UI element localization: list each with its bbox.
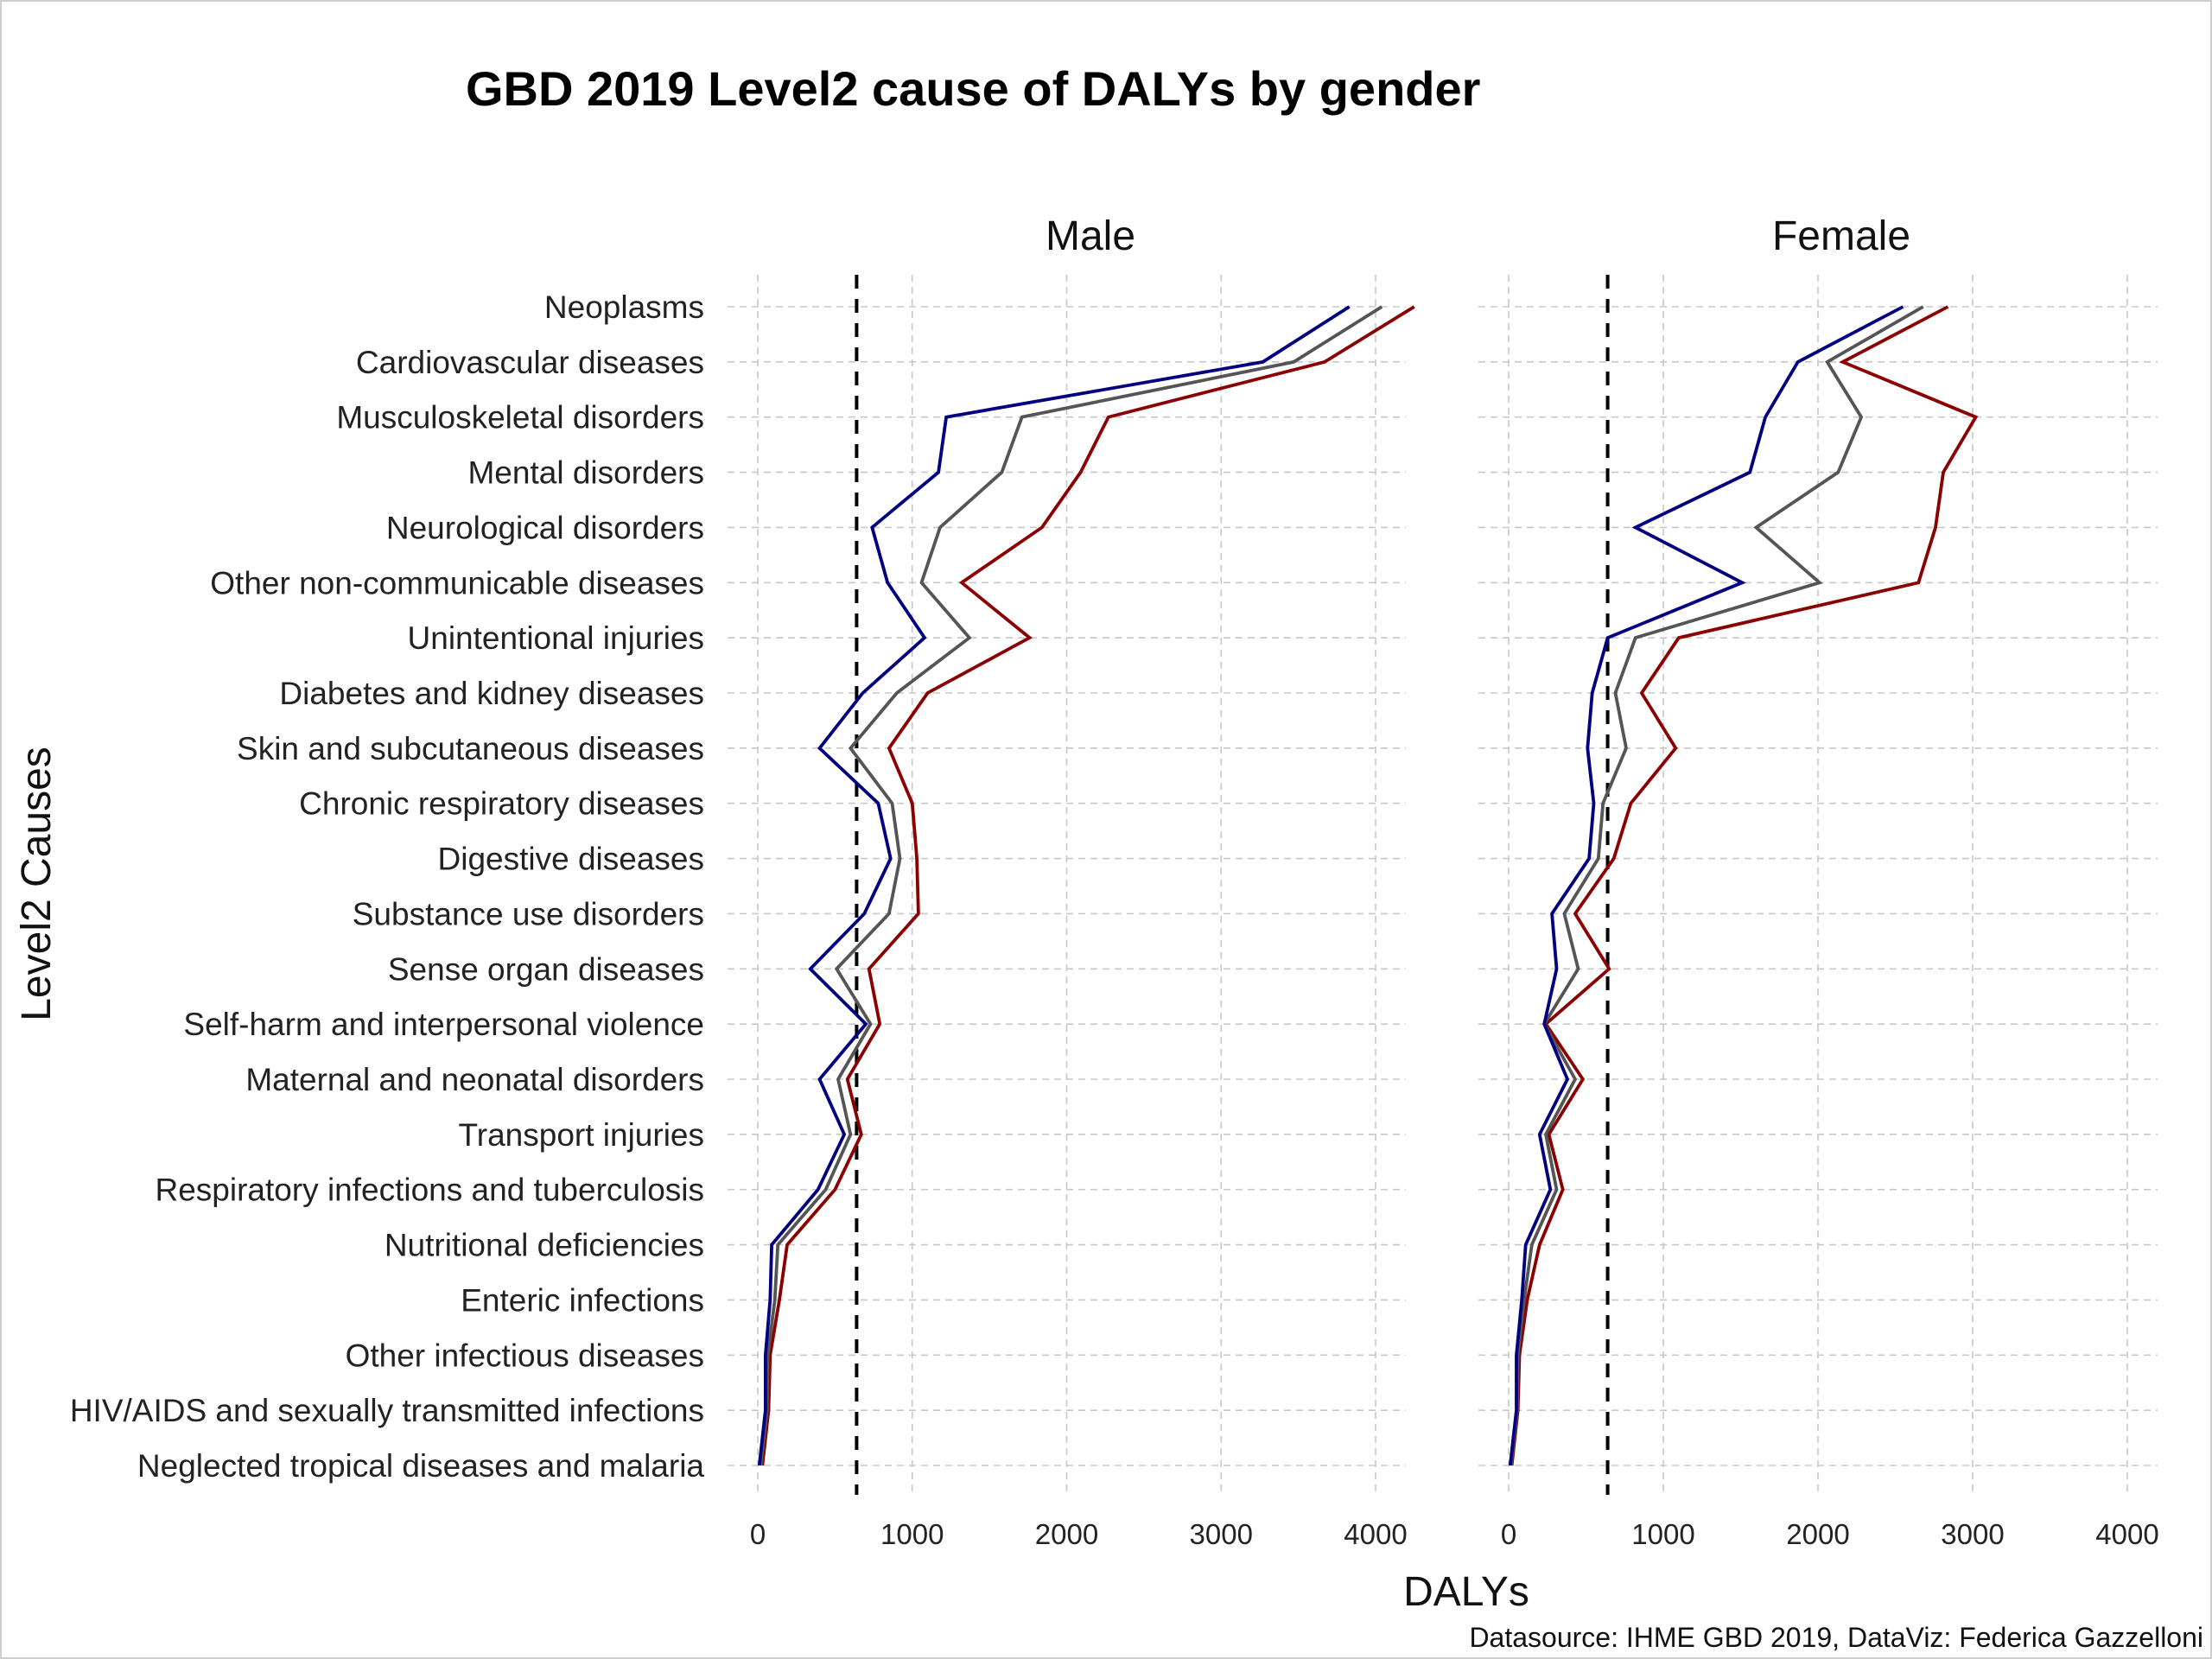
y-tick-label: Other non-communicable diseases xyxy=(210,565,704,601)
x-tick-label: 3000 xyxy=(1941,1518,2004,1550)
x-tick-label: 4000 xyxy=(1344,1518,1407,1550)
chart-caption: Datasource: IHME GBD 2019, DataViz: Fede… xyxy=(1469,1622,2203,1653)
x-tick-label: 2000 xyxy=(1786,1518,1849,1550)
series-line xyxy=(1509,305,1924,1466)
y-tick-label: Digestive diseases xyxy=(438,842,704,877)
x-tick-label: 0 xyxy=(750,1518,766,1550)
y-tick-label: Transport injuries xyxy=(459,1117,704,1153)
y-tick-label: Substance use disorders xyxy=(353,896,704,931)
y-tick-label: Enteric infections xyxy=(461,1282,704,1318)
y-tick-label: Sense organ diseases xyxy=(388,951,704,987)
x-tick-label: 2000 xyxy=(1035,1518,1098,1550)
x-tick-label: 3000 xyxy=(1190,1518,1253,1550)
series-line xyxy=(760,305,1415,1466)
y-tick-label: Neoplasms xyxy=(544,289,704,325)
x-tick-label: 1000 xyxy=(880,1518,944,1550)
y-tick-label: Diabetes and kidney diseases xyxy=(279,676,704,711)
x-tick-label: 4000 xyxy=(2095,1518,2158,1550)
y-tick-label: Other infectious diseases xyxy=(346,1338,704,1373)
x-tick-label: 0 xyxy=(1501,1518,1516,1550)
x-axis-title: DALYs xyxy=(1403,1569,1529,1615)
y-tick-label: Unintentional injuries xyxy=(408,620,704,656)
y-tick-label: Mental disorders xyxy=(467,455,704,491)
panel-strip-label: Female xyxy=(1772,213,1910,259)
series-line xyxy=(1508,305,1904,1466)
y-axis-title: Level2 Causes xyxy=(14,747,60,1021)
y-tick-label: HIV/AIDS and sexually transmitted infect… xyxy=(70,1393,704,1428)
series-line xyxy=(759,305,1383,1466)
y-tick-label: Neurological disorders xyxy=(386,510,704,545)
y-tick-label: Self-harm and interpersonal violence xyxy=(183,1007,704,1042)
x-tick-label: 1000 xyxy=(1631,1518,1694,1550)
y-tick-label: Respiratory infections and tuberculosis xyxy=(156,1173,705,1208)
series-line xyxy=(1510,305,1979,1466)
chart-title: GBD 2019 Level2 cause of DALYs by gender xyxy=(466,61,1480,116)
y-axis-categories: Neoplasms Cardiovascular diseases Musculos… xyxy=(70,289,705,1484)
panel-strip-label: Male xyxy=(1046,213,1135,259)
y-tick-label: Neglected tropical diseases and malaria xyxy=(137,1448,705,1484)
y-tick-label: Skin and subcutaneous diseases xyxy=(237,731,704,766)
y-tick-label: Cardiovascular diseases xyxy=(356,345,704,380)
y-tick-label: Maternal and neonatal disorders xyxy=(245,1062,704,1097)
series-line xyxy=(757,305,1351,1466)
y-tick-label: Musculoskeletal disorders xyxy=(336,400,704,435)
y-tick-label: Chronic respiratory diseases xyxy=(299,786,704,822)
panel-male: Male 0 1000 2000 3000 4000 xyxy=(728,213,1415,1550)
panel-female: Female 0 1000 2000 3000 4000 xyxy=(1478,213,2159,1550)
y-tick-label: Nutritional deficiencies xyxy=(385,1228,704,1263)
